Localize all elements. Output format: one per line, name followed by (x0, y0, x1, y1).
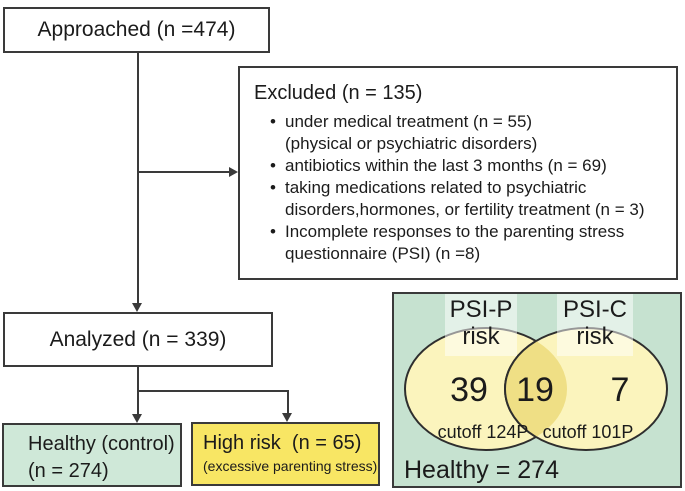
excluded-bullet-list: under medical treatment (n = 55) (physic… (254, 111, 666, 265)
healthy-total-label: Healthy = 274 (404, 456, 559, 484)
healthy-label-line2: (n = 274) (28, 460, 109, 482)
healthy-box: Healthy (control) (n = 274) (2, 423, 182, 487)
excluded-bullet-1-cont: (physical or psychiatric disorders) (285, 134, 538, 153)
excluded-bullet-4: Incomplete responses to the parenting st… (254, 221, 666, 243)
left-label-highlight (445, 294, 517, 356)
overlap-value: 19 (516, 371, 554, 409)
arrow-down-icon (132, 303, 142, 312)
arrow-down-icon (282, 413, 292, 422)
right-set-label: PSI-C risk (557, 296, 633, 350)
connector-approached-analyzed (137, 53, 139, 304)
high-risk-label-line2: (excessive parenting stress) (203, 458, 378, 474)
right-label-highlight (557, 294, 633, 356)
high-risk-box: High risk (n = 65) (excessive parenting … (191, 422, 380, 486)
right-cutoff-label: cutoff 101P (542, 422, 634, 442)
left-set-name: PSI-P (449, 296, 513, 323)
analyzed-box: Analyzed (n = 339) (3, 312, 273, 367)
right-set-name: PSI-C (562, 296, 627, 323)
left-only-value: 39 (450, 371, 488, 409)
left-cutoff-label: cutoff 124P (437, 422, 529, 442)
healthy-label-line1: Healthy (control) (28, 433, 175, 455)
high-risk-label-line1: High risk (n = 65) (203, 432, 362, 454)
excluded-bullet-3-cont: disorders,hormones, or fertility treatme… (285, 200, 645, 219)
connector-to-excluded (137, 171, 230, 173)
approached-box: Approached (n =474) (3, 7, 270, 53)
venn-panel: PSI-P risk PSI-C risk 39 19 7 cutoff 124… (392, 292, 682, 488)
connector-down-highrisk (287, 390, 289, 413)
excluded-bullet-4-cont: questionnaire (PSI) (n =8) (285, 244, 481, 263)
arrow-right-icon (229, 167, 238, 177)
approached-label: Approached (n =474) (37, 18, 236, 41)
excluded-bullet-2: antibiotics within the last 3 months (n … (254, 155, 666, 177)
left-set-sub: risk (462, 323, 500, 350)
left-set-label: PSI-P risk (445, 296, 517, 350)
arrow-down-icon (132, 414, 142, 423)
analyzed-label: Analyzed (n = 339) (49, 327, 227, 351)
excluded-bullet-1: under medical treatment (n = 55) (254, 111, 666, 133)
right-only-value: 7 (610, 371, 630, 409)
venn-diagram (404, 294, 668, 451)
excluded-title: Excluded (n = 135) (254, 82, 423, 104)
excluded-bullet-3: taking medications related to psychiatri… (254, 177, 666, 199)
excluded-box: Excluded (n = 135) under medical treatme… (238, 66, 678, 280)
venn-overlap-region (504, 328, 567, 450)
right-set-sub: risk (576, 323, 614, 350)
connector-branch-highrisk (137, 390, 289, 392)
